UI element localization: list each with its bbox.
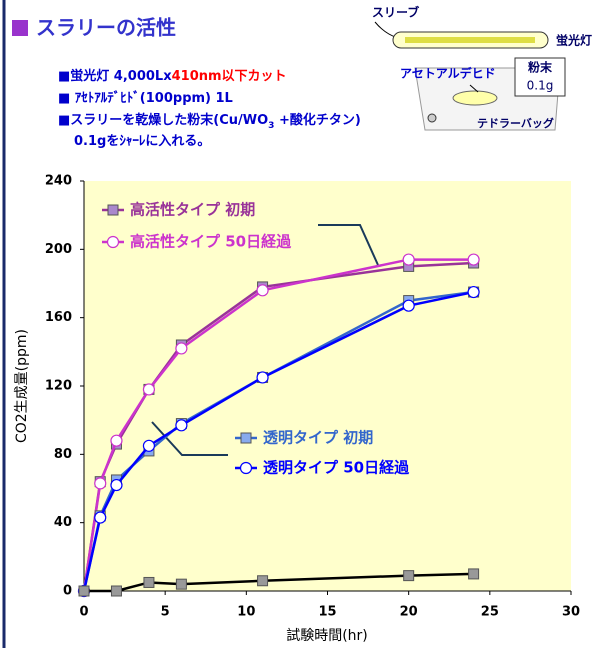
x-tick-label: 0 <box>79 605 88 620</box>
data-point <box>468 568 480 580</box>
y-tick-label: 80 <box>54 447 72 462</box>
legend-marker <box>240 432 252 444</box>
data-point <box>403 570 415 582</box>
note: 0.1gをｼｬｰﾚに入れる。 <box>74 134 210 149</box>
data-point <box>142 439 156 452</box>
diagram-label: 0.1g <box>527 79 554 93</box>
x-tick-label: 20 <box>400 605 418 620</box>
legend-marker <box>107 204 119 216</box>
data-point <box>402 299 415 312</box>
series-line <box>82 258 474 592</box>
data-point <box>110 478 123 492</box>
legend-marker <box>239 461 253 475</box>
data-point <box>257 575 269 587</box>
data-point <box>78 585 90 597</box>
diagram-label: テドラーバッグ <box>477 116 554 130</box>
data-point <box>467 253 480 266</box>
data-point <box>94 477 107 490</box>
note-text: +酸化チタン) <box>274 112 360 128</box>
note-text: 3 <box>268 121 274 131</box>
data-point <box>402 253 415 266</box>
x-tick-label: 30 <box>562 605 580 620</box>
diagram-label: 粉末 <box>528 60 553 75</box>
y-tick-label: 40 <box>54 515 72 530</box>
y-tick-label: 0 <box>63 584 72 599</box>
note-text: ■蛍光灯 4,000Lx <box>58 68 172 84</box>
data-point <box>110 585 122 597</box>
note: ■蛍光灯 4,000Lx410nm以下カット <box>58 68 287 84</box>
dish <box>452 90 498 106</box>
x-tick-label: 15 <box>318 605 336 620</box>
y-tick-label: 120 <box>45 379 72 394</box>
data-point <box>94 511 107 524</box>
note-text: 0.1gをｼｬｰﾚに入れる。 <box>74 134 210 149</box>
legend-label: 透明タイプ 50日経過 <box>263 459 410 477</box>
lamp <box>405 37 535 43</box>
x-axis-label: 試験時間(hr) <box>286 628 368 644</box>
legend-marker <box>106 235 120 249</box>
data-point <box>175 578 187 590</box>
valve <box>427 113 437 123</box>
x-tick-label: 5 <box>161 605 170 620</box>
data-point <box>143 576 155 588</box>
data-point <box>110 434 123 447</box>
arrow <box>469 84 479 93</box>
data-point <box>142 383 156 396</box>
diagram-label: スリーブ <box>372 5 419 20</box>
note-text: ■スラリーを乾燥した粉末(Cu/WO <box>58 112 268 128</box>
legend-label: 透明タイプ 初期 <box>263 429 373 447</box>
note-text: 410nm以下カット <box>172 69 287 84</box>
data-point <box>256 284 269 297</box>
leader-line <box>151 421 228 456</box>
data-point <box>175 342 188 355</box>
powder-box <box>514 57 566 97</box>
legend-label: 高活性タイプ 50日経過 <box>130 233 292 251</box>
note: ■ ｱｾﾄｱﾙﾃﾞﾋﾄﾞ(100ppm) 1L <box>58 90 233 106</box>
data-point <box>467 285 480 299</box>
y-tick-label: 160 <box>45 310 72 325</box>
title-bullet <box>12 20 28 36</box>
diagram-label: 蛍光灯 <box>556 33 592 48</box>
legend-label: 高活性タイプ 初期 <box>130 201 255 219</box>
y-tick-label: 240 <box>45 174 72 189</box>
x-tick-label: 25 <box>481 605 499 620</box>
plot-area <box>84 181 571 591</box>
note-text: ■ ｱｾﾄｱﾙﾃﾞﾋﾄﾞ(100ppm) 1L <box>58 90 233 106</box>
x-tick-label: 10 <box>237 605 255 620</box>
leader-line <box>318 224 379 266</box>
title: スラリーの活性 <box>36 16 176 40</box>
diagram-label: アセトアルデヒド <box>400 66 496 81</box>
y-axis-label: CO2生成量(ppm) <box>14 329 30 443</box>
note: ■スラリーを乾燥した粉末(Cu/WO3 +酸化チタン) <box>58 112 361 131</box>
data-point <box>256 371 269 384</box>
y-tick-label: 200 <box>45 242 72 257</box>
data-point <box>175 419 188 432</box>
